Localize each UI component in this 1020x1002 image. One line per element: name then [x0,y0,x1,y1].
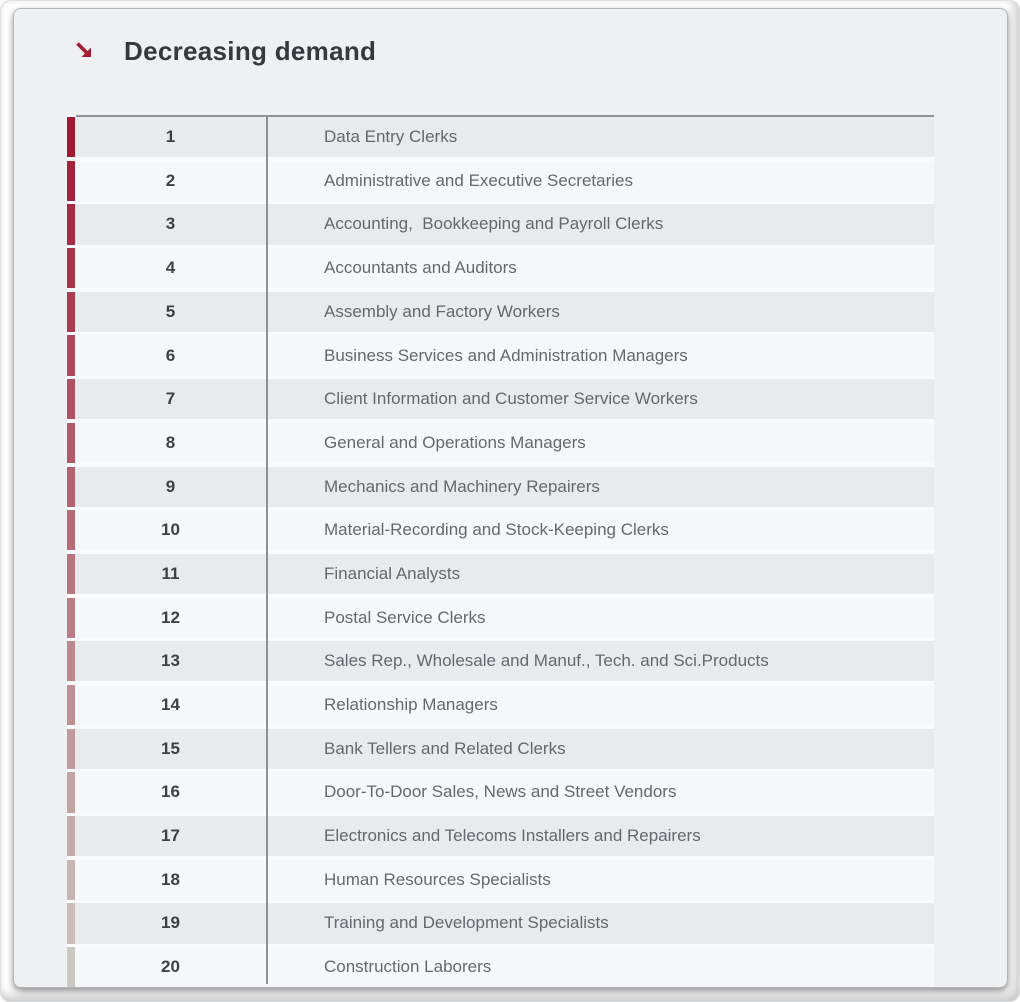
table-top-border [76,115,934,117]
demand-table: 1 Data Entry Clerks 2 Administrative and… [67,115,934,987]
row-occupation: Financial Analysts [266,553,934,595]
row-rank: 15 [75,728,266,769]
table-row: 7 Client Information and Customer Servic… [67,379,934,420]
table-row: 12 Postal Service Clerks [67,597,934,638]
row-occupation: Training and Development Specialists [266,903,934,944]
table-row: 11 Financial Analysts [67,553,934,595]
row-accent-bar [67,248,75,289]
row-rank: 9 [75,466,266,507]
row-occupation: Postal Service Clerks [266,597,934,638]
row-rank: 7 [75,379,266,420]
table-row: 1 Data Entry Clerks [67,117,934,158]
row-occupation: Mechanics and Machinery Repairers [266,466,934,507]
row-accent-bar [67,597,75,638]
row-rank: 10 [75,510,266,551]
table-row: 14 Relationship Managers [67,684,934,726]
row-accent-bar [67,684,75,726]
table-row: 9 Mechanics and Machinery Repairers [67,466,934,507]
row-rank: 20 [75,947,266,987]
row-accent-bar [67,816,75,857]
table-row: 2 Administrative and Executive Secretari… [67,160,934,201]
table-row: 6 Business Services and Administration M… [67,335,934,376]
row-occupation: Construction Laborers [266,947,934,987]
column-divider [266,115,268,985]
table-row: 18 Human Resources Specialists [67,859,934,900]
row-rank: 13 [75,641,266,682]
row-occupation: Relationship Managers [266,684,934,726]
row-occupation: Business Services and Administration Man… [266,335,934,376]
row-rank: 19 [75,903,266,944]
row-occupation: Administrative and Executive Secretaries [266,160,934,201]
table-row: 10 Material-Recording and Stock-Keeping … [67,510,934,551]
row-accent-bar [67,466,75,507]
row-rank: 16 [75,772,266,813]
row-accent-bar [67,772,75,813]
row-occupation: General and Operations Managers [266,422,934,463]
row-rank: 14 [75,684,266,726]
row-accent-bar [67,204,75,245]
row-accent-bar [67,510,75,551]
row-occupation: Accountants and Auditors [266,248,934,289]
row-rank: 3 [75,204,266,245]
card-title: Decreasing demand [124,35,377,66]
row-rank: 17 [75,816,266,857]
decreasing-demand-card: Decreasing demand 1 Data Entry Clerks 2 … [13,8,1008,988]
table-row: 4 Accountants and Auditors [67,248,934,289]
row-occupation: Bank Tellers and Related Clerks [266,728,934,769]
table-row: 5 Assembly and Factory Workers [67,291,934,332]
row-accent-bar [67,728,75,769]
row-accent-bar [67,160,75,201]
row-accent-bar [67,291,75,332]
row-occupation: Electronics and Telecoms Installers and … [266,816,934,857]
row-occupation: Accounting, Bookkeeping and Payroll Cler… [266,204,934,245]
table-row: 20 Construction Laborers [67,947,934,987]
table-row: 15 Bank Tellers and Related Clerks [67,728,934,769]
row-accent-bar [67,117,75,158]
row-occupation: Material-Recording and Stock-Keeping Cle… [266,510,934,551]
row-rank: 11 [75,553,266,595]
row-rank: 6 [75,335,266,376]
row-occupation: Sales Rep., Wholesale and Manuf., Tech. … [266,641,934,682]
row-accent-bar [67,553,75,595]
row-occupation: Door-To-Door Sales, News and Street Vend… [266,772,934,813]
demand-table-rows: 1 Data Entry Clerks 2 Administrative and… [67,115,934,987]
table-row: 17 Electronics and Telecoms Installers a… [67,816,934,857]
table-row: 13 Sales Rep., Wholesale and Manuf., Tec… [67,641,934,682]
row-rank: 2 [75,160,266,201]
row-rank: 12 [75,597,266,638]
row-occupation: Client Information and Customer Service … [266,379,934,420]
row-accent-bar [67,422,75,463]
row-occupation: Data Entry Clerks [266,117,934,158]
row-accent-bar [67,947,75,987]
row-rank: 1 [75,117,266,158]
table-row: 8 General and Operations Managers [67,422,934,463]
row-accent-bar [67,859,75,900]
row-rank: 4 [75,248,266,289]
row-rank: 18 [75,859,266,900]
row-occupation: Assembly and Factory Workers [266,291,934,332]
table-row: 3 Accounting, Bookkeeping and Payroll Cl… [67,204,934,245]
table-row: 19 Training and Development Specialists [67,903,934,944]
table-row: 16 Door-To-Door Sales, News and Street V… [67,772,934,813]
row-rank: 8 [75,422,266,463]
arrow-down-right-icon [72,38,98,64]
row-rank: 5 [75,291,266,332]
card-header: Decreasing demand [14,9,1007,69]
row-accent-bar [67,903,75,944]
row-accent-bar [67,335,75,376]
row-accent-bar [67,641,75,682]
row-occupation: Human Resources Specialists [266,859,934,900]
row-accent-bar [67,379,75,420]
